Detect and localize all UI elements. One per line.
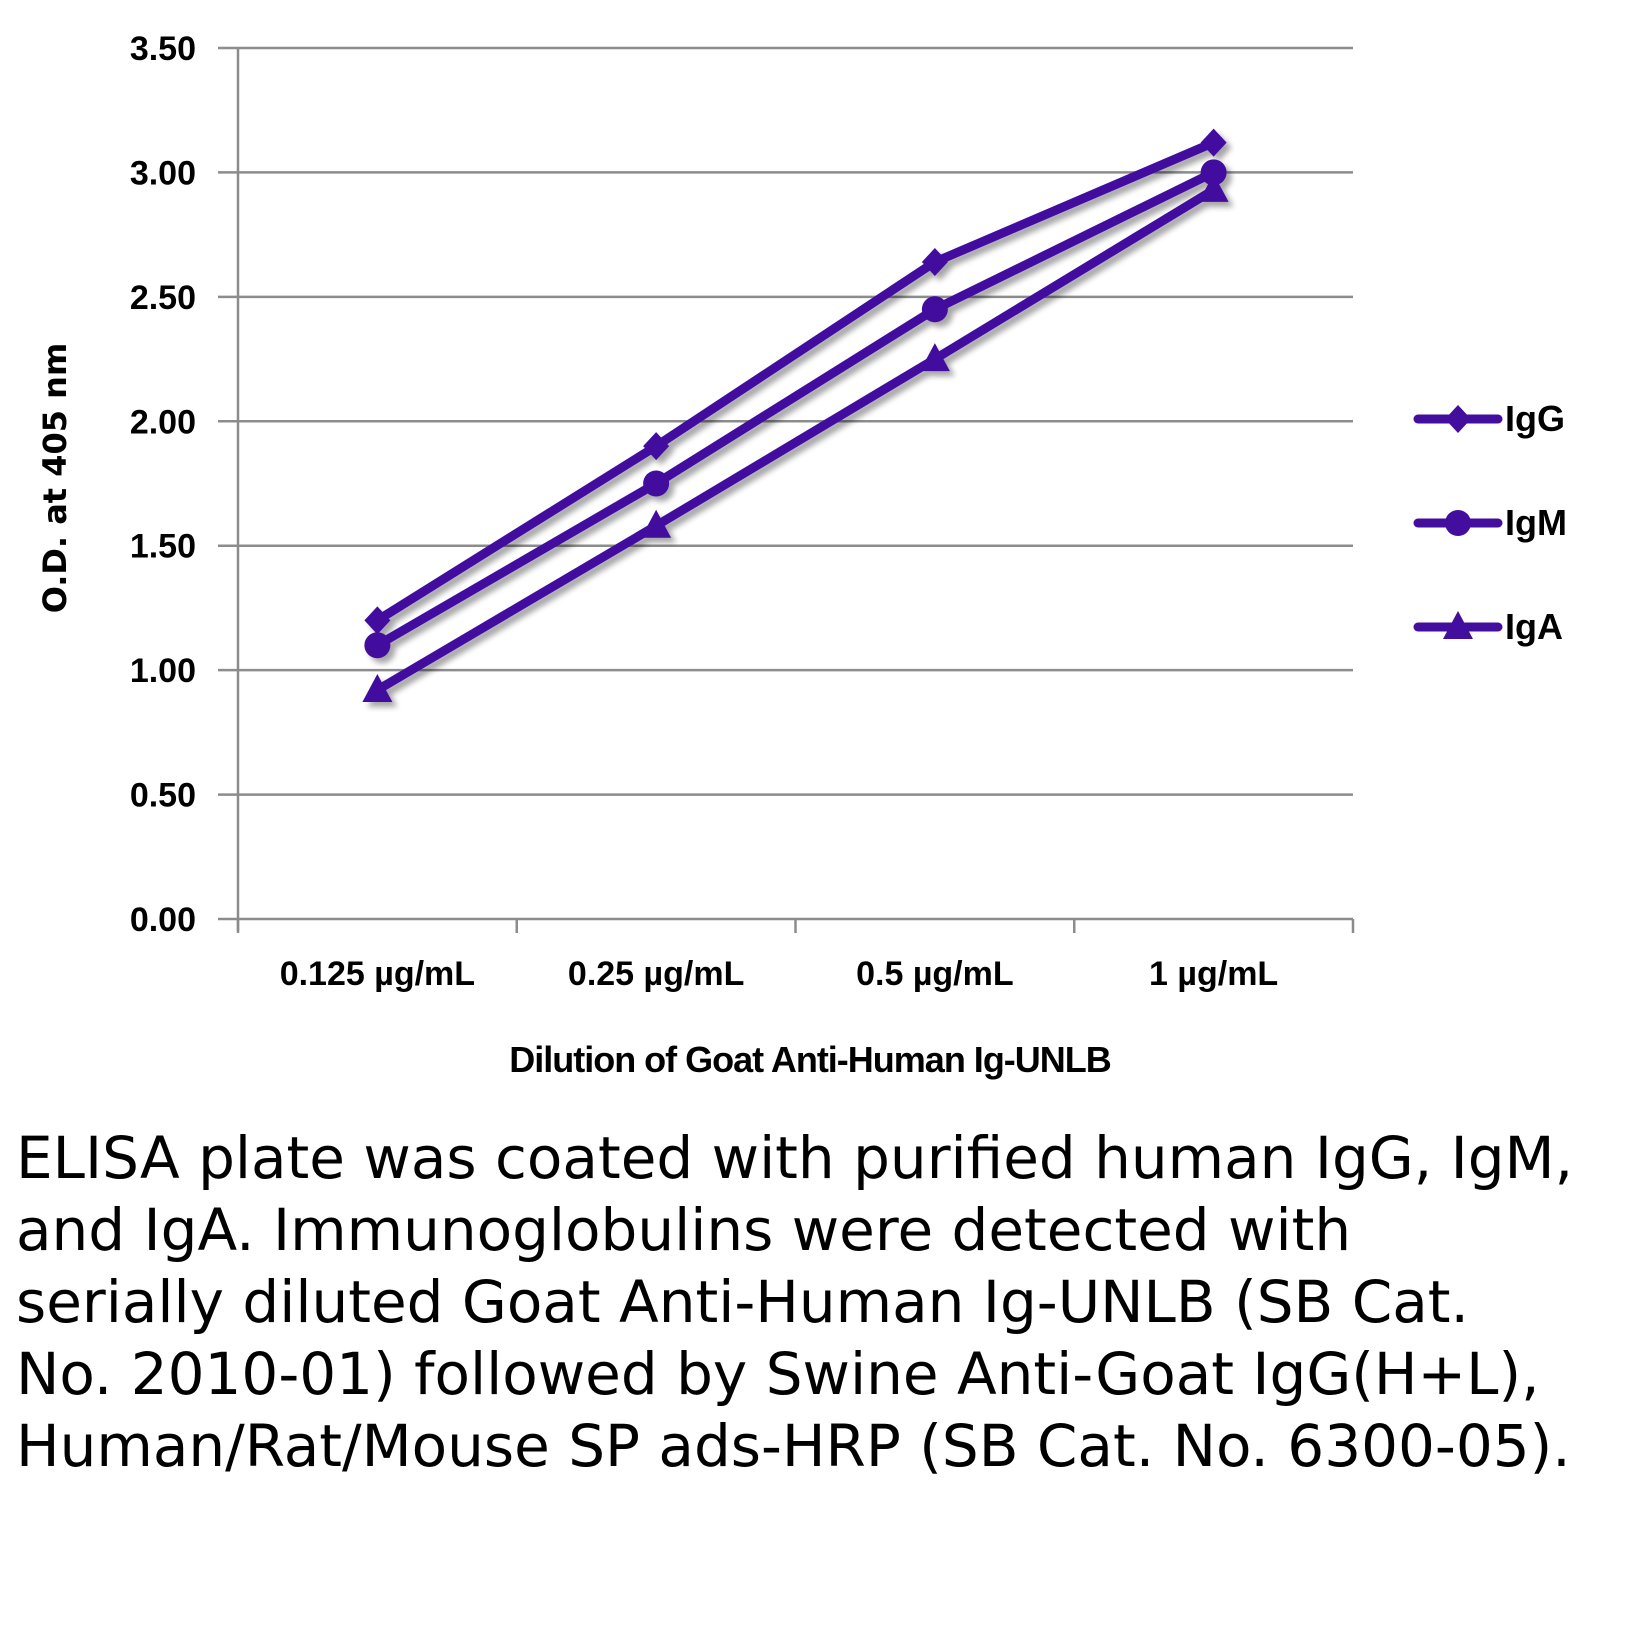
triangle-marker bbox=[362, 674, 393, 703]
circle-marker bbox=[364, 632, 391, 659]
figure-caption: ELISA plate was coated with purified hum… bbox=[16, 1124, 1574, 1480]
y-tick-label: 1.50 bbox=[130, 528, 196, 566]
legend-item: IgG bbox=[1413, 398, 1565, 439]
legend-label: IgG bbox=[1505, 398, 1565, 439]
series-line bbox=[374, 138, 1216, 625]
x-tick-label: 0.125 µg/mL bbox=[280, 955, 475, 993]
y-tick-label: 0.50 bbox=[130, 777, 196, 815]
triangle-marker bbox=[919, 343, 950, 372]
y-tick-label: 3.00 bbox=[130, 154, 196, 192]
y-axis-label: O.D. at 405 nm bbox=[36, 343, 74, 614]
diamond-marker bbox=[1200, 128, 1227, 157]
legend-label: IgM bbox=[1505, 502, 1567, 543]
line-chart: 0.00 0.50 1.00 1.50 2.00 2.50 3.00 3.50 0.125 µg… bbox=[36, 30, 1567, 1080]
diamond-marker bbox=[643, 432, 670, 461]
legend-label: IgA bbox=[1505, 606, 1563, 647]
x-tick-label: 0.5 µg/mL bbox=[856, 955, 1014, 993]
series-igm bbox=[364, 159, 1227, 659]
y-tick-label: 2.50 bbox=[130, 279, 196, 317]
diamond-marker bbox=[921, 248, 948, 277]
triangle-marker bbox=[1443, 611, 1473, 639]
triangle-marker bbox=[641, 509, 672, 538]
x-tick-label: 1 µg/mL bbox=[1149, 955, 1278, 993]
y-tick-label: 2.00 bbox=[130, 403, 196, 441]
legend-item: IgA bbox=[1413, 606, 1563, 647]
series-iga bbox=[362, 173, 1229, 703]
diamond-marker bbox=[364, 606, 391, 635]
series-igg bbox=[364, 128, 1227, 635]
y-tick-label: 1.00 bbox=[130, 652, 196, 690]
series-line bbox=[375, 168, 1216, 650]
circle-marker bbox=[921, 296, 948, 323]
y-tick-label: 0.00 bbox=[130, 901, 196, 939]
circle-marker bbox=[643, 470, 670, 497]
series-line bbox=[375, 186, 1216, 694]
legend-item: IgM bbox=[1413, 502, 1567, 543]
circle-marker bbox=[1445, 510, 1471, 536]
triangle-marker bbox=[1198, 173, 1229, 202]
y-tick-label: 3.50 bbox=[130, 30, 196, 68]
x-axis-label: Dilution of Goat Anti-Human Ig-UNLB bbox=[509, 1039, 1111, 1080]
x-tick-label: 0.25 µg/mL bbox=[568, 955, 744, 993]
diamond-marker bbox=[1445, 405, 1471, 433]
circle-marker bbox=[1200, 159, 1227, 186]
